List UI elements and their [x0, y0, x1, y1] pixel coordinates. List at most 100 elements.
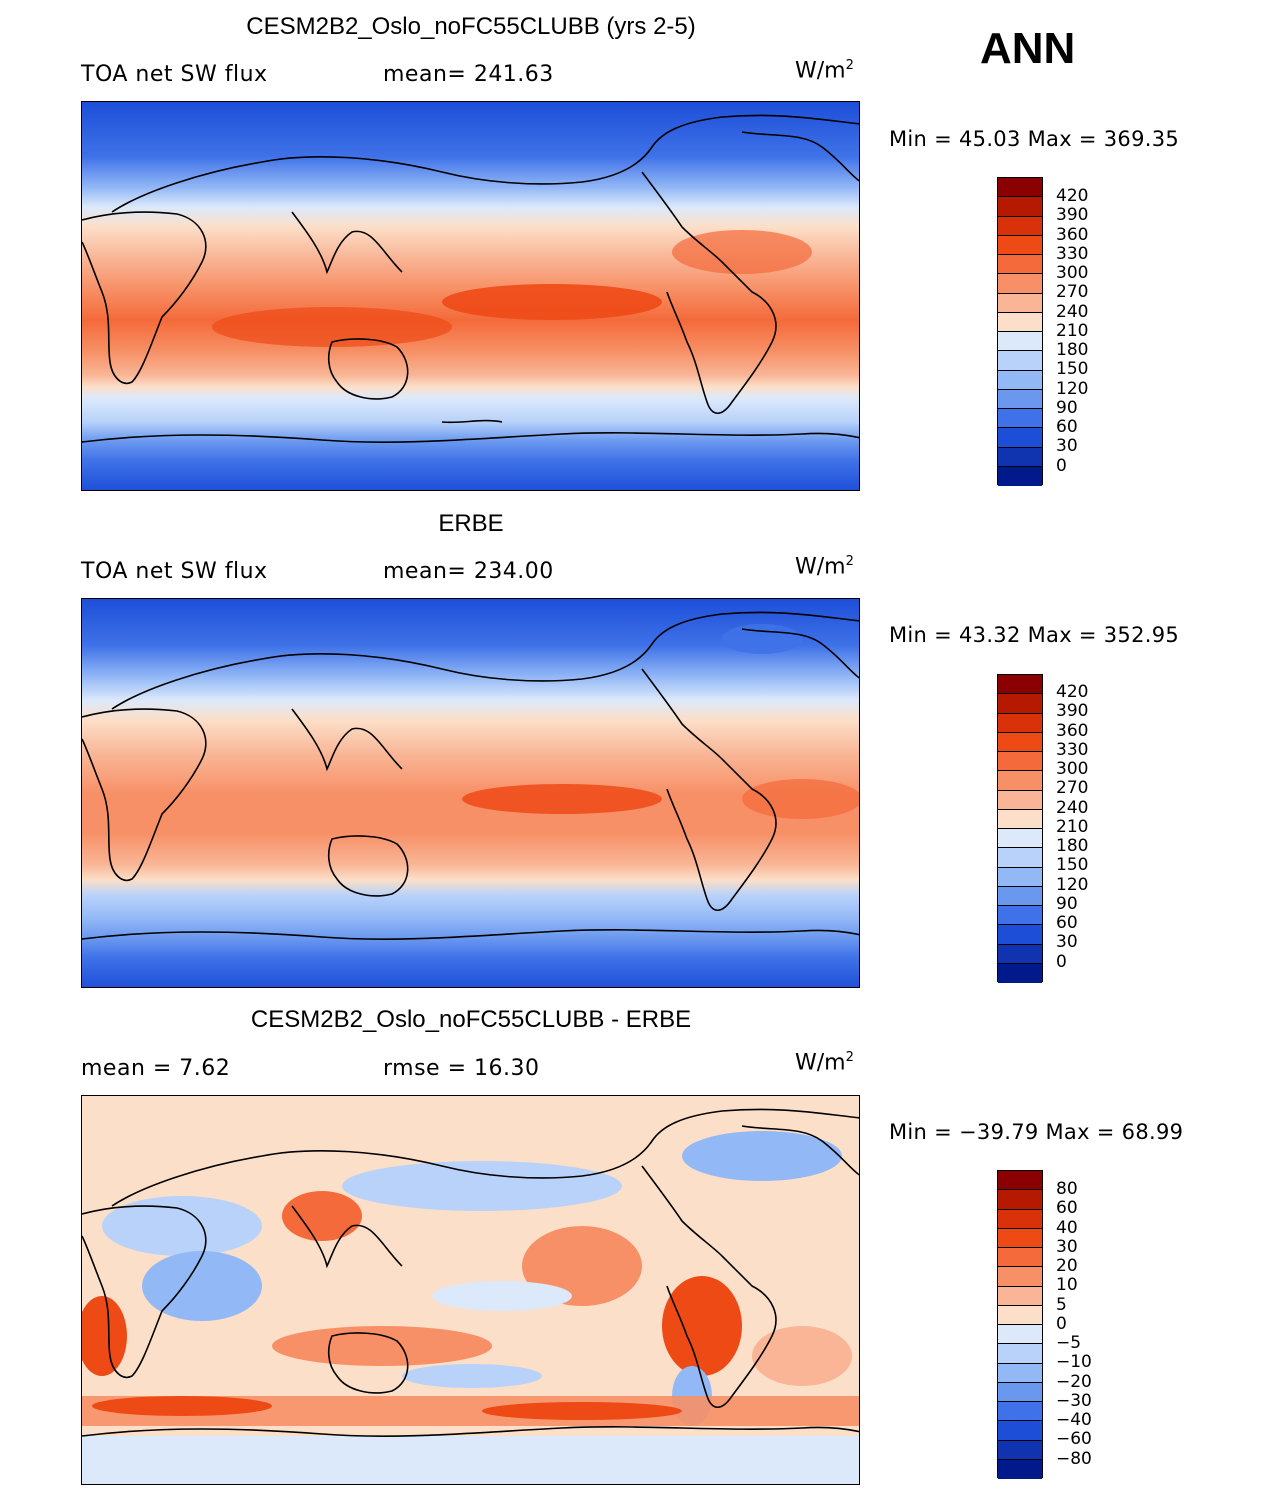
colorbar-swatch — [998, 906, 1042, 926]
colorbar-swatch — [998, 1228, 1042, 1248]
colorbar-swatch — [998, 1363, 1042, 1383]
colorbar-swatch — [998, 1267, 1042, 1287]
colorbar-swatch — [998, 829, 1042, 849]
colorbar-swatch — [998, 312, 1042, 332]
colorbar-tick-label: 420 — [1056, 682, 1089, 702]
colorbar-tick-label: 180 — [1056, 340, 1089, 360]
colorbar-tick-label: 120 — [1056, 378, 1089, 399]
greenland-minimum — [722, 624, 802, 654]
colorbar-swatch — [998, 293, 1042, 313]
colorbar-tick-label: 120 — [1056, 874, 1089, 895]
colorbar-tick-label: 270 — [1056, 282, 1089, 303]
colorbar-swatch — [998, 409, 1042, 429]
panel1-mean-label: mean= 241.63 — [383, 62, 554, 87]
colorbar-tick-label: 180 — [1056, 836, 1089, 856]
panel3-units: W/m2 — [795, 1050, 854, 1076]
colorbar-swatch — [998, 216, 1042, 236]
colorbar-swatch — [998, 466, 1042, 486]
colorbar-swatch — [998, 1171, 1042, 1191]
colorbar-tick-label: 300 — [1056, 263, 1089, 283]
panel1-variable-label: TOA net SW flux — [81, 62, 268, 87]
colorbar-swatch — [998, 255, 1042, 275]
colorbar-tick-label: 90 — [1056, 893, 1078, 914]
colorbar-tick-label: 5 — [1056, 1294, 1067, 1315]
colorbar-tick-label: 150 — [1056, 855, 1089, 876]
colorbar-tick-label: 270 — [1056, 778, 1089, 799]
panel3-colorbar — [997, 1170, 1043, 1479]
panel3-map — [81, 1095, 860, 1485]
panel1-minmax: Min = 45.03 Max = 369.35 — [889, 127, 1180, 151]
pacific-maximum — [462, 784, 662, 814]
panel3-rmse-label: rmse = 16.30 — [383, 1056, 540, 1081]
colorbar-swatch — [998, 1209, 1042, 1229]
colorbar-tick-label: 60 — [1056, 1198, 1078, 1219]
colorbar-swatch — [998, 1190, 1042, 1210]
colorbar-tick-label: 390 — [1056, 205, 1089, 226]
colorbar-tick-label: 30 — [1056, 436, 1078, 457]
atlantic-warm-region — [742, 779, 859, 819]
colorbar-tick-label: 0 — [1056, 1313, 1067, 1334]
colorbar-tick-label: −80 — [1056, 1448, 1092, 1469]
colorbar-tick-label: 330 — [1056, 739, 1089, 760]
panel2-minmax: Min = 43.32 Max = 352.95 — [889, 623, 1180, 647]
coastlines — [82, 114, 859, 443]
colorbar-swatch — [998, 944, 1042, 964]
colorbar-tick-label: 240 — [1056, 301, 1089, 322]
colorbar-tick-label: −30 — [1056, 1390, 1092, 1411]
colorbar-swatch — [998, 809, 1042, 829]
colorbar-swatch — [998, 447, 1042, 467]
colorbar-swatch — [998, 925, 1042, 945]
panel1-title: CESM2B2_Oslo_noFC55CLUBB (yrs 2-5) — [246, 13, 696, 40]
colorbar-swatch — [998, 713, 1042, 733]
colorbar-tick-label: 210 — [1056, 816, 1089, 837]
colorbar-swatch — [998, 963, 1042, 983]
season-label: ANN — [980, 24, 1076, 73]
panel3-minmax: Min = −39.79 Max = 68.99 — [889, 1120, 1184, 1144]
colorbar-tick-label: 330 — [1056, 243, 1089, 264]
colorbar-tick-label: 30 — [1056, 1236, 1078, 1257]
colorbar-tick-label: 150 — [1056, 359, 1089, 380]
colorbar-tick-label: 300 — [1056, 759, 1089, 779]
colorbar-tick-label: 90 — [1056, 397, 1078, 418]
colorbar-swatch — [998, 428, 1042, 448]
atlantic-warm-region — [672, 230, 812, 274]
colorbar-swatch — [998, 351, 1042, 371]
colorbar-tick-label: 360 — [1056, 224, 1089, 245]
panel3-mean-label: mean = 7.62 — [81, 1056, 231, 1081]
coastlines — [82, 611, 859, 940]
colorbar-swatch — [998, 235, 1042, 255]
difference-field — [82, 1131, 859, 1484]
panel2-colorbar — [997, 674, 1043, 983]
colorbar-tick-label: 360 — [1056, 720, 1089, 741]
colorbar-swatch — [998, 1248, 1042, 1268]
colorbar-swatch — [998, 1344, 1042, 1364]
colorbar-tick-label: 60 — [1056, 417, 1078, 437]
colorbar-swatch — [998, 694, 1042, 714]
colorbar-tick-label: 80 — [1056, 1179, 1078, 1199]
colorbar-swatch — [998, 1440, 1042, 1460]
colorbar-swatch — [998, 732, 1042, 752]
colorbar-swatch — [998, 752, 1042, 772]
colorbar-tick-label: 60 — [1056, 913, 1078, 933]
colorbar-swatch — [998, 771, 1042, 791]
colorbar-swatch — [998, 1325, 1042, 1345]
colorbar-swatch — [998, 1286, 1042, 1306]
colorbar-swatch — [998, 1421, 1042, 1441]
panel2-map — [81, 598, 860, 988]
colorbar-tick-label: −10 — [1056, 1352, 1092, 1373]
indian-ocean-maximum — [212, 307, 452, 347]
panel2-units: W/m2 — [795, 554, 854, 580]
colorbar-swatch — [998, 848, 1042, 868]
colorbar-tick-label: 40 — [1056, 1217, 1078, 1238]
colorbar-swatch — [998, 1459, 1042, 1479]
colorbar-swatch — [998, 1305, 1042, 1325]
colorbar-tick-label: −40 — [1056, 1410, 1092, 1430]
pacific-maximum — [442, 284, 662, 320]
colorbar-swatch — [998, 197, 1042, 217]
colorbar-swatch — [998, 886, 1042, 906]
colorbar-swatch — [998, 389, 1042, 409]
colorbar-swatch — [998, 1382, 1042, 1402]
colorbar-swatch — [998, 178, 1042, 198]
colorbar-tick-label: −60 — [1056, 1429, 1092, 1450]
panel1-colorbar — [997, 177, 1043, 486]
